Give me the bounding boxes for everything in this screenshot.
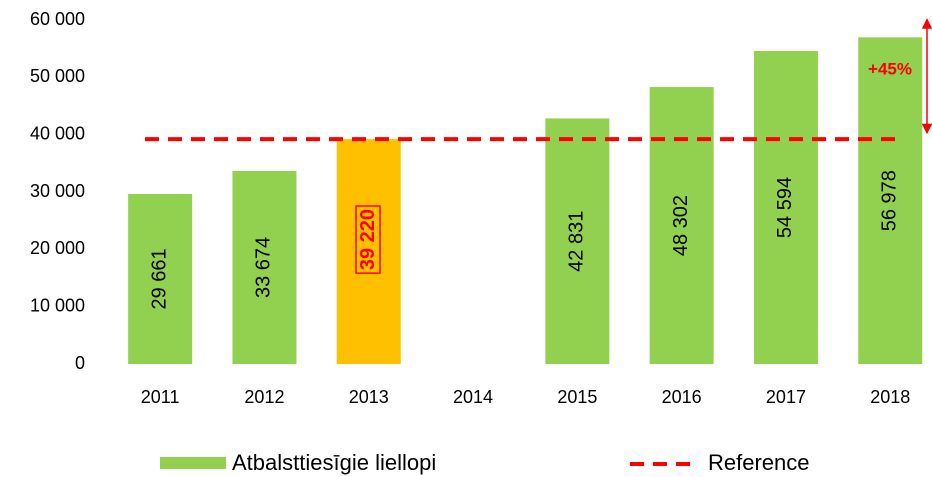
value-label: 54 594 [774, 177, 796, 238]
x-tick-label: 2017 [766, 387, 806, 407]
x-tick-label: 2014 [453, 387, 493, 407]
y-tick-label: 50 000 [30, 66, 85, 86]
y-tick-label: 40 000 [30, 123, 85, 143]
x-tick-label: 2018 [870, 387, 910, 407]
annotation: +45% [868, 59, 912, 78]
y-tick-label: 10 000 [30, 295, 85, 315]
x-tick-label: 2011 [141, 387, 180, 407]
y-tick-label: 0 [75, 353, 85, 373]
value-label: 33 674 [253, 237, 275, 298]
x-tick-label: 2015 [557, 387, 597, 407]
y-tick-label: 60 000 [30, 9, 85, 29]
legend-label: Reference [708, 450, 810, 475]
value-label: 56 978 [879, 170, 901, 231]
x-tick-label: 2012 [244, 387, 284, 407]
bar [753, 50, 818, 365]
bar [336, 139, 401, 364]
value-label: 42 831 [566, 211, 588, 272]
value-label: 39 220 [357, 209, 379, 270]
bar [649, 87, 714, 364]
bar [545, 118, 610, 364]
x-tick-label: 2016 [662, 387, 702, 407]
y-tick-label: 20 000 [30, 238, 85, 258]
legend-label: Atbalsttiesīgie liellopi [232, 450, 436, 475]
bar [858, 37, 923, 364]
label-box [355, 205, 381, 274]
y-tick-label: 30 000 [30, 181, 85, 201]
legend-swatch [160, 457, 226, 469]
value-label: 29 661 [148, 248, 170, 309]
x-tick-label: 2013 [349, 387, 389, 407]
value-label: 48 302 [670, 195, 692, 256]
bar [128, 193, 193, 364]
bar [232, 170, 297, 364]
